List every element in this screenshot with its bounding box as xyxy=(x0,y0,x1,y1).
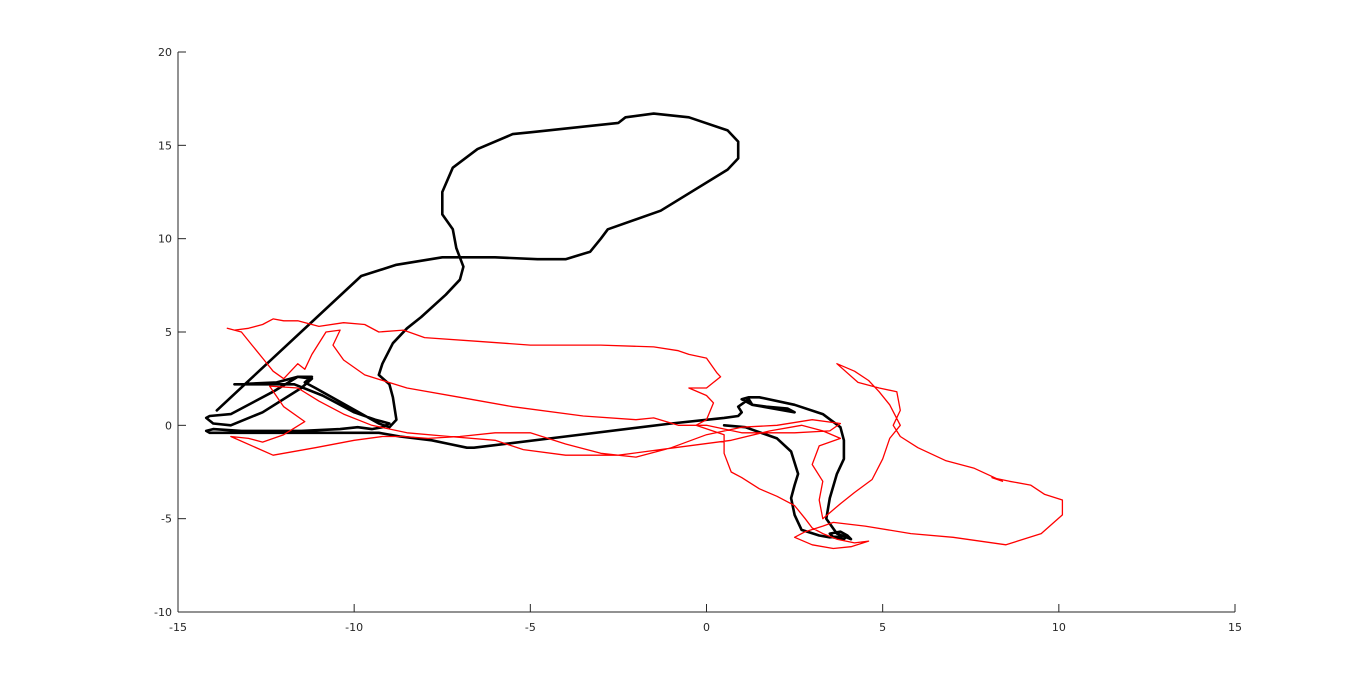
y-ticks: -10 -5 0 5 10 15 20 xyxy=(154,46,186,619)
y-tick-label: -5 xyxy=(161,513,172,526)
x-ticks: -15 -10 -5 0 5 10 15 xyxy=(169,604,1242,634)
x-tick-label: 0 xyxy=(703,621,710,634)
x-tick-label: 15 xyxy=(1228,621,1242,634)
series-layer xyxy=(204,112,1064,550)
y-tick-label: 0 xyxy=(165,419,172,432)
black-trajectory-line xyxy=(204,112,853,541)
red-trajectory-line xyxy=(226,318,1064,550)
x-tick-label: 10 xyxy=(1052,621,1066,634)
x-tick-label: 5 xyxy=(879,621,886,634)
y-tick-label: -10 xyxy=(154,606,172,619)
x-tick-label: -5 xyxy=(525,621,536,634)
y-tick-label: 15 xyxy=(158,139,172,152)
y-tick-label: 20 xyxy=(158,46,172,59)
x-tick-label: -10 xyxy=(345,621,363,634)
y-tick-label: 5 xyxy=(165,326,172,339)
x-tick-label: -15 xyxy=(169,621,187,634)
y-tick-label: 10 xyxy=(158,233,172,246)
